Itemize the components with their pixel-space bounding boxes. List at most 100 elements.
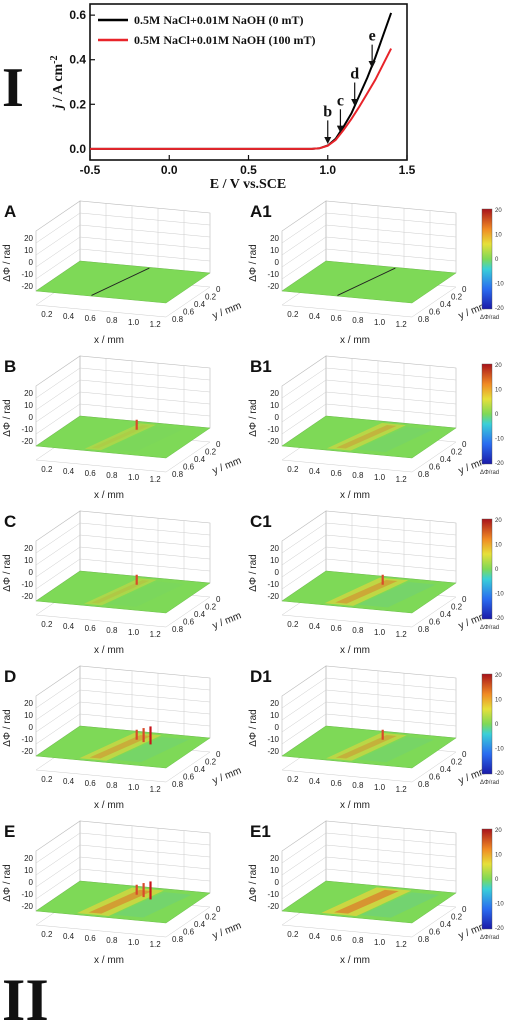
x-tick-label: 1.0 [128, 938, 140, 947]
back-wall [79, 510, 211, 584]
grid-line [35, 558, 81, 590]
x-tick-label: 0.2 [41, 775, 53, 784]
y-tick-label: 0.6 [429, 773, 441, 782]
grid-line [281, 868, 327, 900]
z-axis-label: ΔΦ / rad [248, 399, 259, 436]
y-tick-label: 0.6 [183, 928, 195, 937]
z-tick-label: 0 [275, 568, 280, 577]
grid-line [35, 522, 81, 554]
polarization-chart: -0.5 0.0 0.5 1.0 1.5 0.0 0.2 0.4 0.6 bcd e 0.5M N… [49, 3, 416, 192]
grid-line [281, 224, 327, 256]
colorbar-label: ΔΦ/rad [480, 315, 499, 321]
x-axis-label: x / mm [94, 645, 124, 656]
y-tick-label: 0.6 [183, 308, 195, 317]
y-tick-label: 0 [462, 285, 467, 294]
x-tick-label: 1.2 [150, 320, 162, 329]
y-tick-label: 0.4 [194, 455, 206, 464]
x-tick-label: 0.8 [352, 936, 364, 945]
y-tick-label: 0.8 [418, 625, 430, 634]
x-tick-label: 0.5 [240, 163, 257, 177]
z-tick-label: 20 [24, 699, 33, 708]
axes-box [281, 200, 457, 318]
depleted-zone [361, 892, 440, 918]
grid-line [35, 379, 81, 411]
corrosion-band [326, 422, 406, 451]
y-axis-label: y / mm [211, 455, 243, 476]
grid-line [35, 546, 81, 578]
axes-box [281, 820, 457, 938]
x-axis-label: x / mm [340, 800, 370, 811]
grid-line [79, 367, 211, 381]
grid-line [281, 677, 327, 709]
x-tick-label: 0.2 [287, 930, 299, 939]
y-tick-label: 0.6 [183, 463, 195, 472]
grid-line [281, 558, 327, 590]
colorbar-tick-label: 20 [495, 363, 502, 369]
x-tick-label: 0.6 [85, 624, 97, 633]
grid-line [325, 558, 457, 572]
colorbar-label: ΔΦ/rad [480, 625, 499, 631]
z-tick-label: -20 [267, 437, 279, 446]
depleted-zone [105, 426, 184, 452]
z-tick-label: 20 [270, 234, 279, 243]
y-tick-label: 0.4 [194, 765, 206, 774]
colorbar-tick-label: 0 [495, 257, 499, 263]
colorbar-tick-label: 0 [495, 412, 499, 418]
axes-box [35, 820, 211, 938]
annotation-label-c: c [337, 92, 344, 109]
y-tick-label: 0.8 [172, 935, 184, 944]
phase-spike [135, 419, 138, 430]
phase-spike [381, 574, 384, 585]
corrosion-band [324, 577, 409, 606]
grid-line [325, 689, 457, 703]
axis-ticks: -0.5 0.0 0.5 1.0 1.5 0.0 0.2 0.4 0.6 [69, 8, 415, 177]
panel-label-A1: A1 [250, 202, 272, 221]
axes-box [35, 510, 211, 628]
z-tick-label: -20 [267, 592, 279, 601]
x-tick-label: 0.6 [85, 469, 97, 478]
y-tick-label: 0.4 [440, 765, 452, 774]
y-tick-label: 0.2 [205, 758, 217, 767]
y-tick-label: 0.2 [205, 913, 217, 922]
grid-line [281, 522, 327, 554]
y-tick-label: 0.2 [451, 758, 463, 767]
x-axis-label: x / mm [340, 645, 370, 656]
z-tick-label: 20 [24, 389, 33, 398]
grid-line [325, 868, 457, 882]
grid-line [35, 713, 81, 745]
x-tick-label: 1.0 [128, 318, 140, 327]
y-tick-label: 0.2 [205, 603, 217, 612]
grid-line [325, 403, 457, 417]
grid-line [79, 558, 211, 572]
z-tick-label: -20 [21, 437, 33, 446]
z-tick-label: -10 [267, 890, 279, 899]
grid-line [325, 713, 457, 727]
x-tick-label: 1.0 [374, 318, 386, 327]
corrosion-band [76, 887, 164, 917]
grid-line [281, 713, 327, 745]
x-axis-label: x / mm [340, 335, 370, 346]
back-wall [79, 820, 211, 894]
x-tick-label: 0.8 [106, 471, 118, 480]
legend-label-100mT: 0.5M NaCl+0.01M NaOH (100 mT) [134, 33, 315, 47]
grid-line [79, 701, 211, 715]
y-axis-label: y / mm [211, 610, 243, 631]
roman-label-top: I [2, 57, 24, 119]
y-tick-label: 0 [462, 595, 467, 604]
grid-line [325, 224, 457, 238]
grid-line [35, 856, 81, 888]
z-tick-label: 10 [270, 711, 279, 720]
colorbar-tick-label: 20 [495, 673, 502, 679]
x-tick-label: 1.2 [150, 785, 162, 794]
z-tick-label: -10 [21, 735, 33, 744]
y-tick-label: 0 [216, 750, 221, 759]
grid-line [325, 832, 457, 846]
z-tick-label: 10 [270, 246, 279, 255]
corrosion-core [88, 889, 153, 914]
y-tick-label: 0.2 [451, 293, 463, 302]
grid-line [281, 546, 327, 578]
